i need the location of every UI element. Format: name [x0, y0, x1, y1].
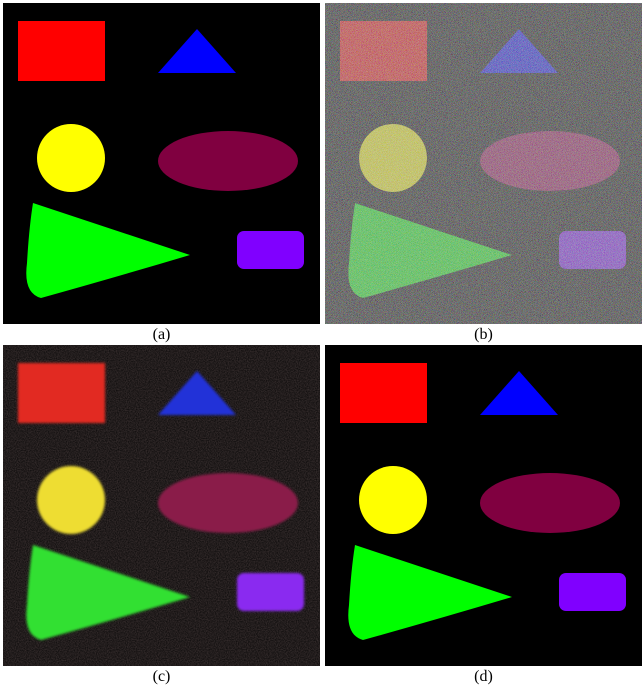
maroon-ellipse: [480, 131, 620, 191]
panel-a-clean-image: [3, 3, 320, 324]
blue-triangle: [480, 371, 558, 415]
panel-b-noisy-image: [325, 3, 642, 324]
yellow-circle: [37, 124, 105, 192]
blue-triangle: [158, 29, 236, 73]
purple-rounded-rectangle: [559, 573, 626, 611]
denoised-image: [3, 345, 320, 666]
blue-triangle: [158, 371, 236, 415]
blue-triangle: [480, 29, 558, 73]
panel-d-restored-image: [325, 345, 642, 666]
caption-a: (a): [152, 326, 171, 343]
red-rectangle: [340, 21, 427, 81]
green-cone: [26, 545, 190, 640]
purple-rounded-rectangle: [237, 231, 304, 269]
maroon-ellipse: [158, 131, 298, 191]
panel-c-denoised-image: [3, 345, 320, 666]
yellow-circle: [359, 124, 427, 192]
yellow-circle: [359, 466, 427, 534]
clean-image: [3, 3, 320, 324]
purple-rounded-rectangle: [559, 231, 626, 269]
red-rectangle: [18, 363, 105, 423]
purple-rounded-rectangle: [237, 573, 304, 611]
maroon-ellipse: [158, 473, 298, 533]
green-cone: [348, 203, 512, 298]
green-cone: [26, 203, 190, 298]
yellow-circle: [37, 466, 105, 534]
caption-c: (c): [152, 668, 171, 685]
caption-b: (b): [474, 326, 493, 343]
maroon-ellipse: [480, 473, 620, 533]
red-rectangle: [18, 21, 105, 81]
restored-image: [325, 345, 642, 666]
green-cone: [348, 545, 512, 640]
caption-d: (d): [474, 668, 493, 685]
red-rectangle: [340, 363, 427, 423]
noisy-image: [325, 3, 642, 324]
